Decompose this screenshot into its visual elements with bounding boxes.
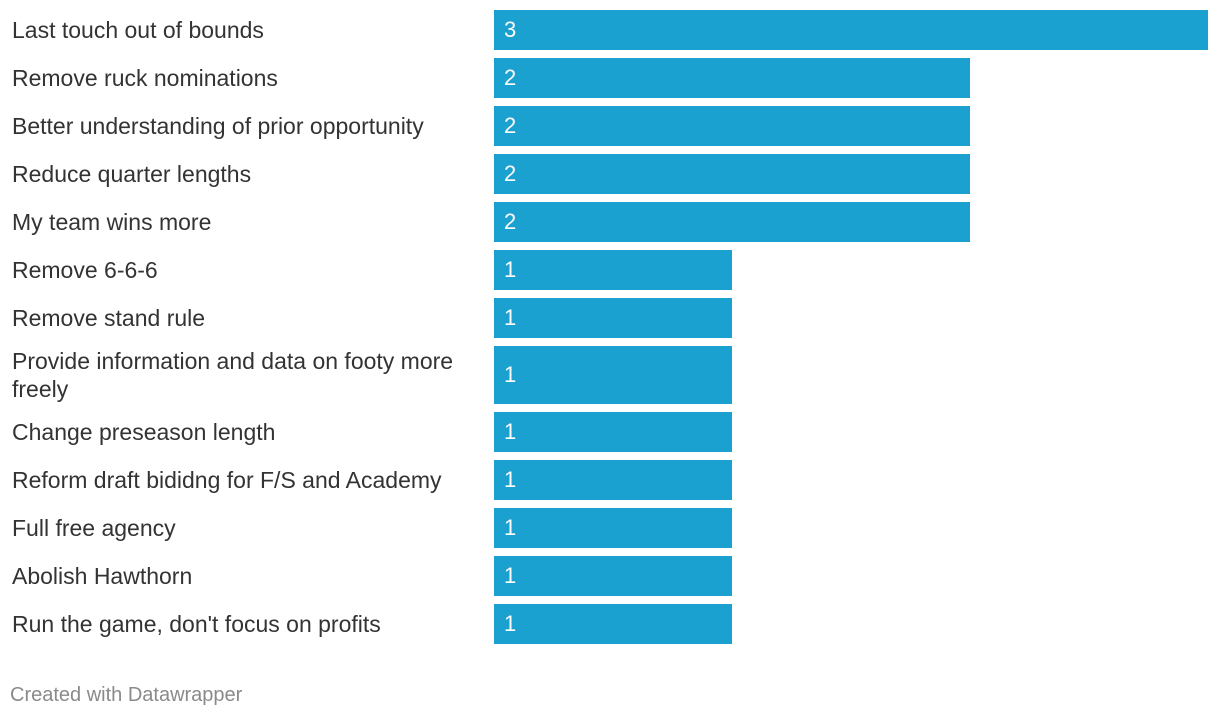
bar-value-label: 1 [504, 362, 517, 387]
bar-value-label: 1 [504, 257, 517, 282]
category-label: Abolish Hawthorn [12, 563, 193, 589]
bar-value-label: 1 [504, 515, 517, 540]
bar: 2 [494, 58, 970, 98]
bar: 3 [494, 10, 1208, 50]
bar: 2 [494, 202, 970, 242]
bar-value-label: 2 [504, 65, 517, 90]
bar-value-label: 1 [504, 563, 517, 588]
category-label: Run the game, don't focus on profits [12, 611, 381, 637]
bar-value-label: 1 [504, 467, 517, 492]
category-label: Change preseason length [12, 419, 276, 445]
bar-value-label: 2 [504, 209, 517, 234]
bar: 1 [494, 508, 732, 548]
bar-value-label: 2 [504, 113, 517, 138]
bar-value-label: 3 [504, 17, 517, 42]
category-label: Remove 6-6-6 [12, 257, 158, 283]
bar: 1 [494, 604, 732, 644]
category-label: Better understanding of prior opportunit… [12, 113, 424, 139]
bar: 1 [494, 250, 732, 290]
bar-value-label: 2 [504, 161, 517, 186]
category-label: Remove ruck nominations [12, 65, 278, 91]
category-label: Reduce quarter lengths [12, 161, 252, 187]
credit-footer: Created with Datawrapper [10, 684, 243, 706]
category-label: My team wins more [12, 209, 212, 235]
bar-value-label: 1 [504, 305, 517, 330]
bar: 1 [494, 298, 732, 338]
category-label: Provide information and data on footy mo… [12, 348, 454, 402]
category-label: Full free agency [12, 515, 176, 541]
bar: 1 [494, 460, 732, 500]
bar: 2 [494, 106, 970, 146]
category-label: Last touch out of bounds [12, 17, 264, 43]
bar: 1 [494, 346, 732, 404]
bar: 1 [494, 412, 732, 452]
bar-value-label: 1 [504, 419, 517, 444]
bar: 1 [494, 556, 732, 596]
bar-value-label: 1 [504, 611, 517, 636]
category-label: Reform draft bididng for F/S and Academy [12, 467, 442, 493]
category-label: Remove stand rule [12, 305, 206, 331]
bar: 2 [494, 154, 970, 194]
